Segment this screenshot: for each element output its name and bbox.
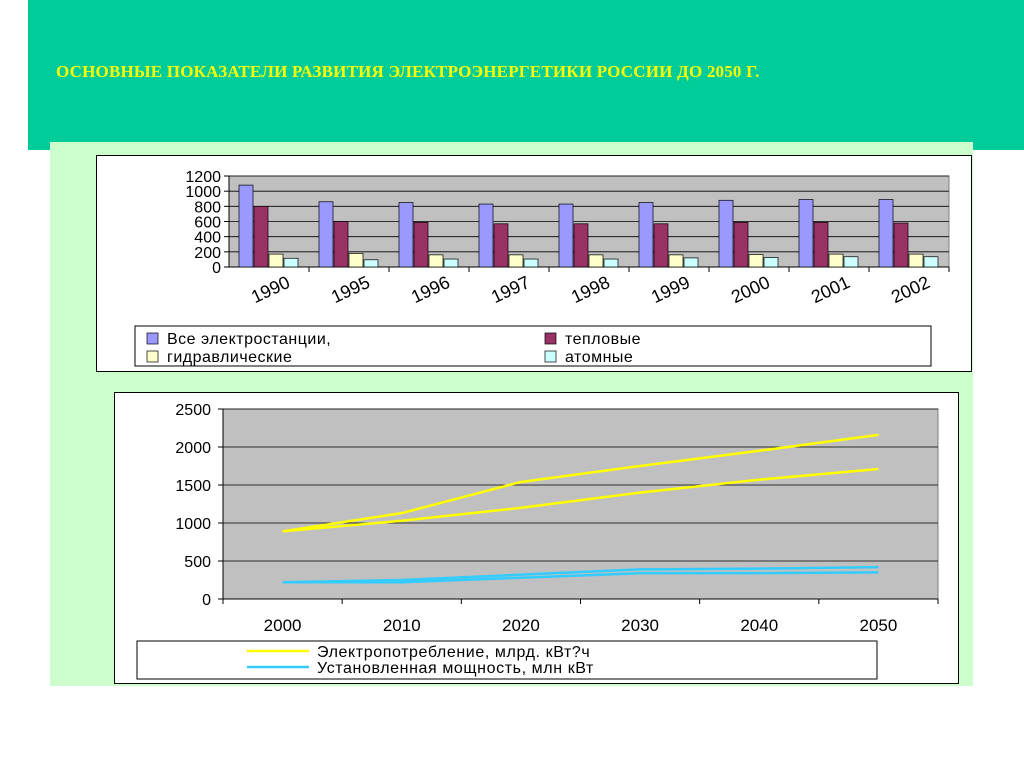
- x-tick-label: 2040: [740, 616, 778, 635]
- y-tick-label: 800: [194, 199, 221, 216]
- y-tick-label: 0: [212, 260, 221, 277]
- x-tick-label: 2030: [621, 616, 659, 635]
- header-band: [28, 0, 1024, 150]
- legend-label: тепловые: [565, 331, 641, 348]
- bar: [638, 202, 654, 268]
- bar: [878, 199, 894, 268]
- bar-chart-frame: 0 200 400 600 800 1000 1200 1990 1995 1996 1997 199…: [96, 155, 972, 372]
- y-tick-label: 2000: [175, 440, 211, 457]
- y-tick-label: 1500: [175, 478, 211, 495]
- series-line: [282, 565, 879, 584]
- legend-box: [136, 640, 878, 680]
- y-tick-label: 200: [194, 245, 221, 262]
- series-line: [282, 433, 879, 533]
- legend-label: Электропотребление, млрд. кВт?ч: [317, 644, 590, 661]
- plot-area: [222, 408, 939, 600]
- bar: [908, 253, 924, 268]
- bar: [333, 221, 349, 268]
- bar: [603, 258, 619, 268]
- y-tick-label: 600: [194, 215, 221, 232]
- bar: [923, 256, 939, 268]
- bar: [733, 221, 749, 268]
- legend-label: Установленная мощность, млн кВт: [317, 660, 594, 677]
- bar: [363, 259, 379, 268]
- x-tick-label: 1997: [488, 272, 533, 307]
- y-tick-label: 2500: [175, 402, 211, 419]
- bar: [843, 256, 859, 268]
- bar: [283, 257, 299, 268]
- legend-swatch: [544, 332, 557, 345]
- bar: [683, 257, 699, 268]
- bar: [478, 203, 494, 268]
- x-tick-label: 2002: [888, 272, 933, 307]
- x-tick-label: 1996: [408, 272, 453, 307]
- bar: [893, 222, 909, 268]
- bar: [588, 254, 604, 268]
- y-tick-label: 0: [202, 592, 211, 609]
- x-tick-label: 2001: [808, 272, 853, 307]
- bar: [268, 253, 284, 268]
- series-line: [282, 571, 879, 584]
- bar: [508, 254, 524, 268]
- legend-swatch: [544, 350, 557, 363]
- bar: [748, 254, 764, 268]
- bar: [523, 258, 539, 268]
- line-chart: 0 500 1000 1500 2000 2500 2000 2010 2020 2030 2040…: [136, 402, 939, 680]
- series-line: [282, 467, 879, 533]
- bar: [813, 221, 829, 268]
- page-title: ОСНОВНЫЕ ПОКАЗАТЕЛИ РАЗВИТИЯ ЭЛЕКТРОЭНЕР…: [56, 62, 760, 81]
- legend-box: [134, 325, 932, 367]
- bar: [653, 223, 669, 268]
- x-tick-label: 2000: [264, 616, 302, 635]
- bar: [443, 258, 459, 268]
- legend-label: атомные: [565, 349, 633, 366]
- bar: [718, 199, 734, 268]
- legend-label: Все электростанции,: [167, 331, 331, 348]
- line-chart-frame: 0 500 1000 1500 2000 2500 2000 2010 2020 2030 2040…: [114, 392, 959, 684]
- bar: [668, 254, 684, 268]
- y-tick-label: 1200: [185, 169, 221, 186]
- legend-label: гидравлические: [167, 349, 292, 366]
- bar: [348, 252, 364, 268]
- bar: [493, 223, 509, 268]
- bar: [413, 221, 429, 268]
- bar: [428, 254, 444, 268]
- x-tick-label: 2050: [860, 616, 898, 635]
- y-tick-label: 1000: [175, 516, 211, 533]
- y-tick-label: 500: [184, 554, 211, 571]
- legend-swatch: [146, 350, 159, 363]
- x-tick-label: 2010: [383, 616, 421, 635]
- x-tick-label: 1990: [248, 272, 293, 307]
- bar: [558, 203, 574, 268]
- bar: [318, 201, 334, 268]
- bar: [828, 253, 844, 268]
- x-tick-label: 1998: [568, 272, 613, 307]
- bar: [238, 184, 254, 268]
- x-tick-label: 1995: [328, 272, 373, 307]
- bar: [798, 199, 814, 268]
- y-tick-label: 1000: [185, 184, 221, 201]
- bar: [398, 202, 414, 268]
- x-tick-label: 2000: [728, 272, 773, 307]
- x-tick-label: 2020: [502, 616, 540, 635]
- bar: [573, 223, 589, 268]
- bar: [763, 257, 779, 268]
- bar: [253, 205, 269, 268]
- legend-swatch: [146, 332, 159, 345]
- x-tick-label: 1999: [648, 272, 693, 307]
- y-tick-label: 400: [194, 230, 221, 247]
